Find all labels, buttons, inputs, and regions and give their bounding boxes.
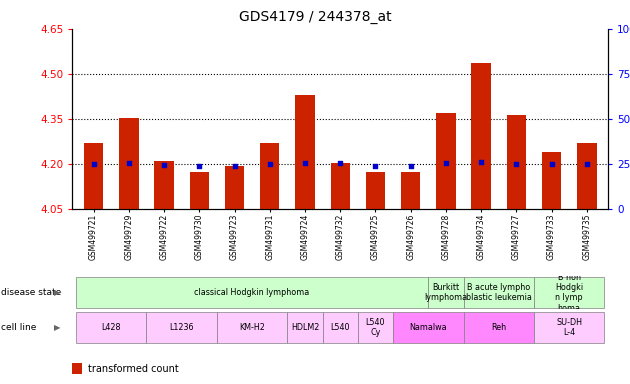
Bar: [76, 277, 428, 308]
Text: disease state: disease state: [1, 288, 61, 297]
Bar: [393, 312, 464, 343]
Point: [123, 160, 134, 166]
Bar: [507, 114, 526, 209]
Point: [406, 163, 416, 169]
Bar: [225, 166, 244, 209]
Text: transformed count: transformed count: [88, 364, 179, 374]
Text: ▶: ▶: [54, 323, 60, 332]
Text: KM-H2: KM-H2: [239, 323, 265, 332]
Point: [335, 160, 345, 166]
Bar: [428, 277, 464, 308]
Text: classical Hodgkin lymphoma: classical Hodgkin lymphoma: [195, 288, 310, 297]
Bar: [471, 63, 491, 209]
Point: [89, 161, 99, 167]
Bar: [464, 277, 534, 308]
Bar: [84, 143, 103, 209]
Text: SU-DH
L-4: SU-DH L-4: [556, 318, 582, 337]
Text: Reh: Reh: [491, 323, 507, 332]
Bar: [287, 312, 323, 343]
Bar: [534, 312, 604, 343]
Point: [441, 160, 451, 166]
Bar: [534, 277, 604, 308]
Bar: [358, 312, 393, 343]
Bar: [76, 312, 146, 343]
Text: L540: L540: [331, 323, 350, 332]
Bar: [464, 312, 534, 343]
Text: GDS4179 / 244378_at: GDS4179 / 244378_at: [239, 10, 391, 23]
Point: [300, 160, 310, 166]
Text: cell line: cell line: [1, 323, 36, 332]
Bar: [577, 143, 597, 209]
Bar: [295, 95, 314, 209]
Bar: [401, 172, 420, 209]
Bar: [323, 312, 358, 343]
Text: Burkitt
lymphoma: Burkitt lymphoma: [425, 283, 467, 303]
Text: HDLM2: HDLM2: [291, 323, 319, 332]
Bar: [260, 143, 280, 209]
Point: [159, 162, 169, 168]
Point: [194, 163, 204, 169]
Text: Namalwa: Namalwa: [410, 323, 447, 332]
Point: [265, 161, 275, 167]
Text: ▶: ▶: [54, 288, 60, 297]
Bar: [331, 163, 350, 209]
Text: L428: L428: [101, 323, 121, 332]
Bar: [119, 118, 139, 209]
Text: L540
Cy: L540 Cy: [365, 318, 385, 337]
Bar: [146, 312, 217, 343]
Point: [547, 161, 557, 167]
Bar: [436, 113, 455, 209]
Point: [476, 159, 486, 165]
Bar: [190, 172, 209, 209]
Point: [581, 161, 592, 167]
Text: B acute lympho
blastic leukemia: B acute lympho blastic leukemia: [466, 283, 532, 303]
Point: [512, 161, 522, 167]
Bar: [154, 161, 174, 209]
Bar: [542, 152, 561, 209]
Point: [370, 163, 381, 169]
Point: [229, 163, 239, 169]
Text: L1236: L1236: [169, 323, 194, 332]
Bar: [217, 312, 287, 343]
Text: B non
Hodgki
n lymp
homa: B non Hodgki n lymp homa: [555, 273, 583, 313]
Bar: [366, 172, 385, 209]
